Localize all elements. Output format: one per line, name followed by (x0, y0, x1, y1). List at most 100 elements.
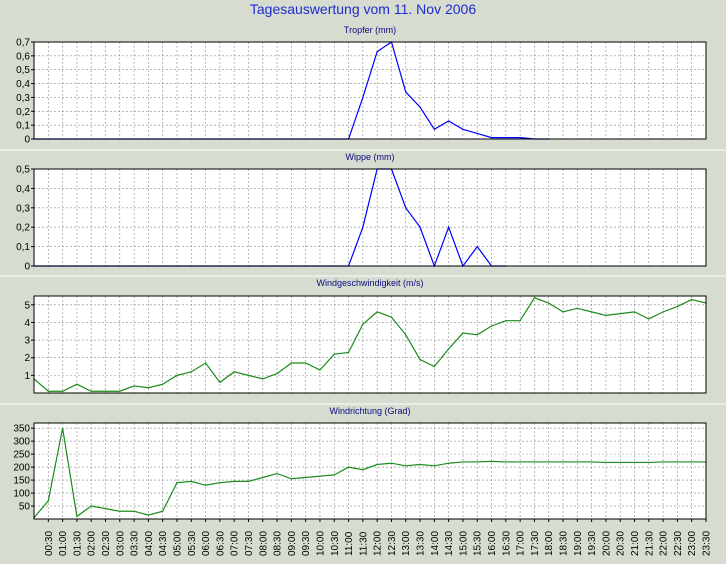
data-point (533, 461, 536, 463)
y-tick-label: 0,4 (16, 184, 30, 195)
chart-panel: Windgeschwindigkeit (m/s) 1 2 3 4 5 (24, 278, 707, 394)
data-point (433, 128, 435, 130)
data-point (347, 466, 350, 468)
y-tick-label: 0,5 (16, 65, 30, 76)
data-point (247, 480, 250, 482)
x-tick-label: 03:00 (115, 531, 126, 556)
data-point (462, 332, 464, 334)
x-tick-label: 18:30 (559, 531, 570, 556)
data-point (233, 480, 235, 482)
x-tick-label: 17:00 (516, 531, 527, 556)
y-tick-label: 0 (24, 135, 30, 146)
x-tick-label: 21:30 (644, 531, 655, 556)
x-tick-label: 20:00 (601, 531, 612, 556)
data-point (448, 120, 450, 122)
data-point (47, 390, 49, 392)
x-tick-label: 15:00 (458, 531, 469, 556)
plot-border (33, 41, 707, 140)
plot-frame (33, 168, 707, 267)
x-tick-label: 01:30 (72, 531, 83, 556)
data-point (519, 320, 521, 322)
y-tick-label: 3 (24, 336, 30, 347)
data-point (662, 311, 664, 313)
y-tick-label: 0,1 (16, 242, 30, 253)
data-point (519, 137, 521, 139)
x-tick-label: 06:00 (201, 531, 212, 556)
x-tick-label: 21:00 (630, 531, 641, 556)
panel-title: Windgeschwindigkeit (m/s) (316, 278, 423, 288)
data-point (462, 128, 464, 130)
data-point (333, 474, 335, 476)
data-point (419, 106, 421, 108)
data-point (247, 374, 250, 376)
panel-title: Wippe (mm) (346, 152, 395, 162)
data-point (376, 51, 378, 53)
data-point (419, 463, 421, 466)
data-point (691, 298, 693, 301)
data-point (305, 362, 307, 364)
plot-frame (33, 41, 707, 140)
y-tick-label: 150 (13, 476, 30, 487)
data-point (533, 297, 536, 299)
panel-title: Tropfer (mm) (344, 25, 396, 35)
data-point (505, 320, 507, 322)
data-point (219, 381, 221, 384)
data-point (562, 311, 564, 313)
y-tick-label: 100 (13, 489, 30, 500)
y-tick-label: 300 (13, 437, 30, 448)
data-point (119, 390, 121, 392)
data-point (591, 311, 593, 313)
x-tick-label: 05:00 (172, 531, 183, 556)
series-line (33, 428, 706, 519)
panel-title: Windrichtung (Grad) (329, 406, 410, 416)
data-point (448, 462, 450, 464)
data-point (104, 390, 107, 392)
series-line (33, 297, 707, 392)
data-point (90, 505, 92, 507)
data-point (219, 482, 221, 484)
data-point (76, 515, 78, 518)
data-point (104, 508, 107, 510)
x-tick-label: 09:00 (287, 531, 298, 556)
data-point (319, 475, 321, 477)
x-tick-label: 16:30 (501, 531, 512, 556)
data-point (390, 462, 393, 464)
data-point (648, 318, 650, 320)
data-point (362, 96, 364, 99)
data-point (633, 461, 636, 464)
y-tick-label: 50 (19, 502, 31, 513)
y-tick-label: 1 (24, 371, 30, 382)
data-point (133, 385, 135, 387)
data-point (676, 305, 679, 308)
data-point (576, 461, 578, 463)
data-point (476, 461, 478, 463)
plot-border (33, 295, 707, 394)
data-point (619, 461, 621, 464)
chart-panel: Wippe (mm) 0 0,1 0,2 0,3 0,4 0,5 (16, 152, 707, 273)
data-point (433, 365, 435, 368)
y-tick-label: 0 (24, 262, 30, 273)
x-tick-label: 23:30 (702, 531, 713, 556)
data-point (448, 226, 450, 228)
data-point (548, 302, 550, 304)
x-tick-label: 00:30 (44, 531, 55, 556)
x-tick-label: 08:00 (258, 531, 269, 556)
data-point (290, 362, 292, 364)
x-tick-label: 06:30 (215, 531, 226, 556)
data-point (490, 460, 493, 462)
x-tick-label: 12:00 (373, 531, 384, 556)
data-point (390, 316, 393, 318)
data-point (362, 323, 364, 325)
data-point (562, 461, 564, 463)
x-tick-label: 02:00 (87, 531, 98, 556)
data-point (662, 461, 664, 463)
data-point (190, 480, 192, 482)
chart-panel: Windrichtung (Grad) 50 100 150 200 250 300 350 (13, 406, 707, 520)
y-tick-label: 0,5 (16, 165, 30, 176)
data-point (490, 137, 493, 139)
data-point (61, 390, 64, 392)
data-point (448, 348, 450, 350)
data-point (233, 371, 235, 373)
